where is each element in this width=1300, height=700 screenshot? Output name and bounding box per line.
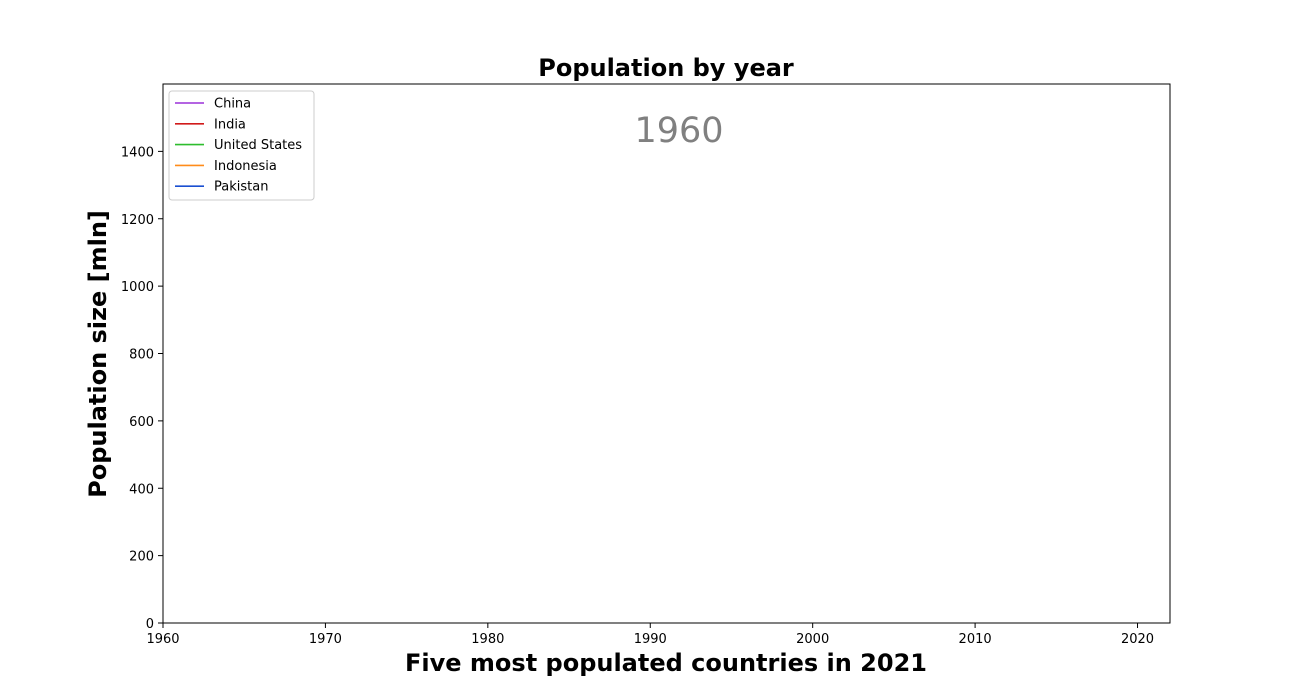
y-tick-label: 800	[129, 348, 154, 363]
x-axis-label: Five most populated countries in 2021	[405, 649, 927, 677]
y-axis-label: Population size [mln]	[84, 210, 112, 498]
x-tick-label: 1980	[471, 632, 504, 647]
legend-label: Pakistan	[214, 180, 268, 195]
x-tick-label: 1960	[146, 632, 179, 647]
legend-label: Indonesia	[214, 159, 277, 174]
y-tick-label: 600	[129, 415, 154, 430]
x-tick-label: 2020	[1121, 632, 1154, 647]
legend-box	[168, 90, 315, 201]
legend-label: India	[214, 117, 246, 132]
x-axis-ticks: 1960 1970 1980 1990 2000 2010 2020	[146, 623, 1154, 647]
y-tick-label: 1000	[121, 280, 154, 295]
y-axis-ticks: 0 200 400 600 800 1000 1200 1400	[121, 145, 163, 632]
x-tick-label: 2000	[796, 632, 829, 647]
y-tick-label: 400	[129, 482, 154, 497]
y-tick-label: 0	[146, 617, 154, 632]
x-tick-label: 2010	[959, 632, 992, 647]
y-tick-label: 1400	[121, 145, 154, 160]
legend: China India United States Indonesia Pakistan	[168, 90, 315, 201]
legend-label: United States	[214, 138, 302, 153]
legend-label: China	[214, 97, 251, 112]
x-tick-label: 1970	[309, 632, 342, 647]
year-annotation: 1960	[634, 111, 723, 151]
y-tick-label: 1200	[121, 213, 154, 228]
y-tick-label: 200	[129, 550, 154, 565]
x-tick-label: 1990	[634, 632, 667, 647]
chart-title: Population by year	[538, 54, 794, 82]
plot-area	[162, 83, 1171, 624]
